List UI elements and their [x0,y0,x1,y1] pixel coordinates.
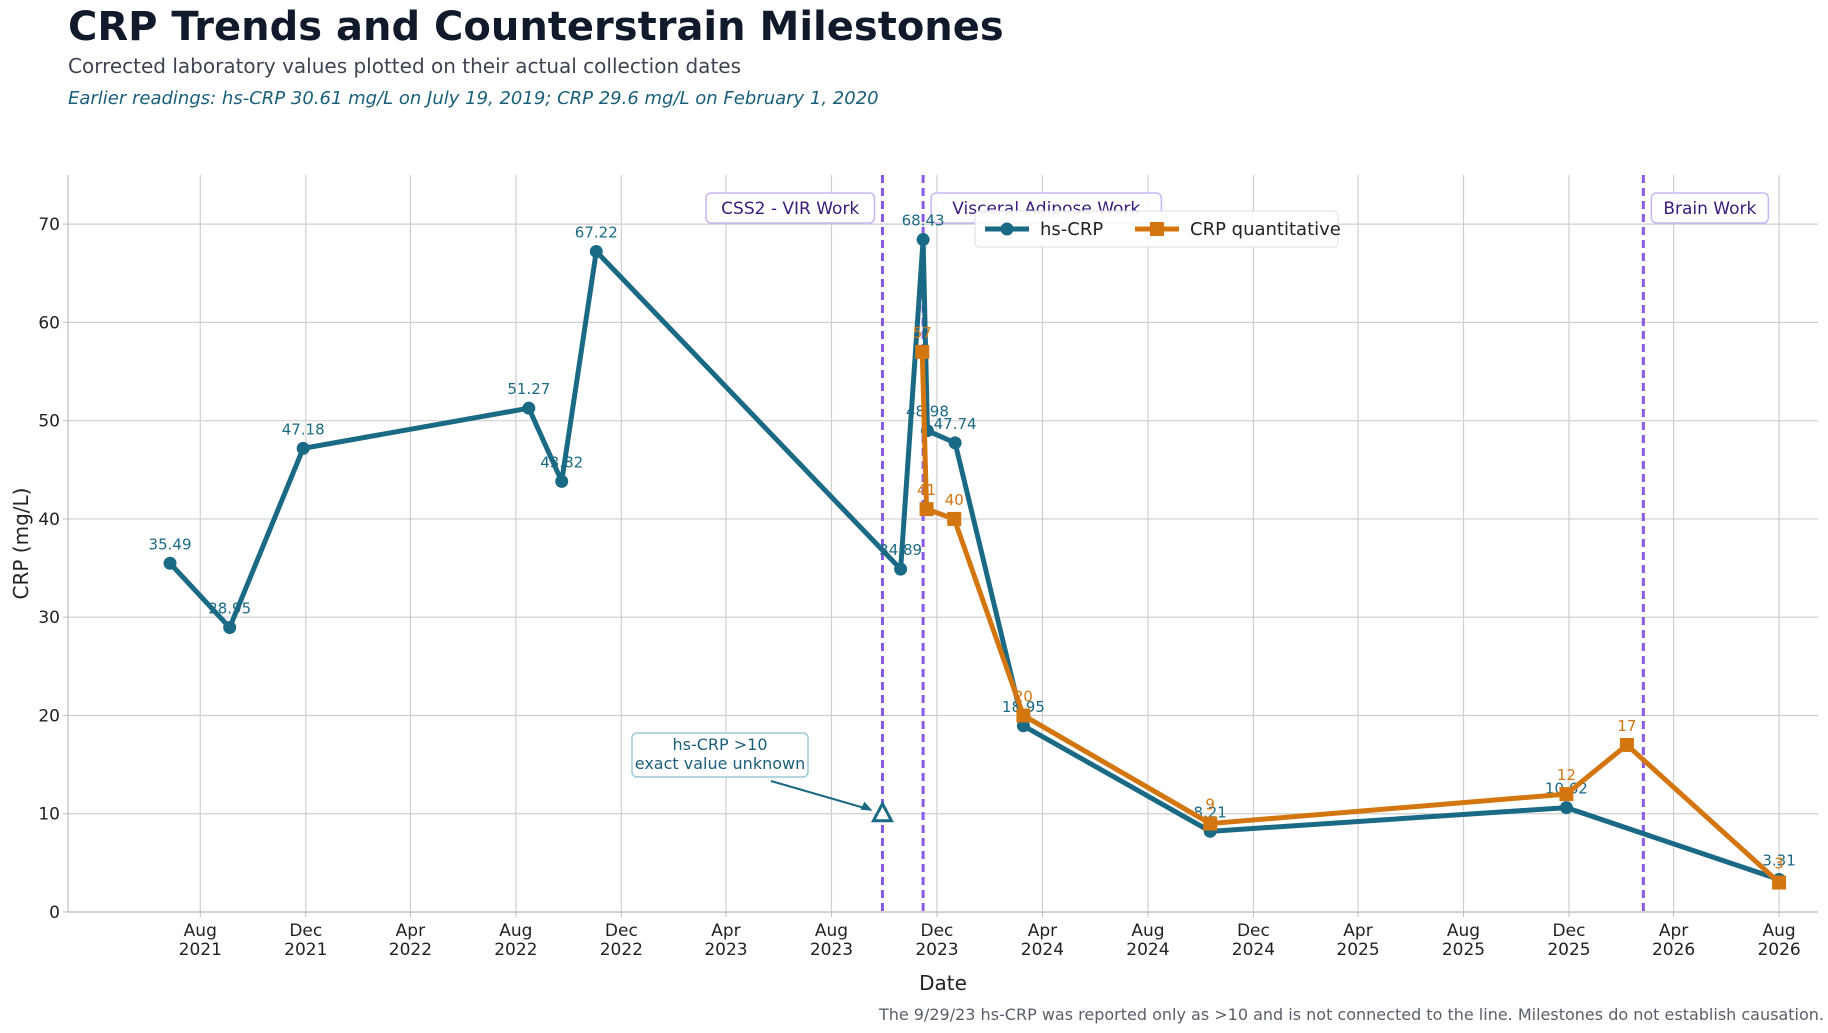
milestone-label: Brain Work [1663,199,1756,219]
x-tick-label: Apr 2023 [704,921,747,960]
data-label: 57 [913,324,932,342]
data-point [894,562,908,576]
x-tick-label: Dec 2023 [915,921,958,960]
unconnected-point-triangle [870,800,894,823]
data-label: 51.27 [507,380,550,398]
data-label: 12 [1557,766,1576,784]
y-tick-label: 30 [38,608,60,628]
data-label: 17 [1617,717,1636,735]
y-tick-label: 70 [38,215,60,235]
milestone-lines: CSS2 - VIR Work Visceral Adipose Work Brai… [705,175,1770,912]
annotation-text: hs-CRP >10 [672,735,767,754]
x-axis-title: Date [919,971,967,995]
annotation-arrowhead [860,801,873,811]
y-axis-title: CRP (mg/L) [9,488,33,600]
data-point [919,502,934,517]
x-tick-label: Apr 2024 [1021,921,1064,960]
x-tick-label: Aug 2025 [1442,921,1485,960]
data-point [522,401,536,415]
data-point [915,344,930,359]
milestone-label-frame [1650,192,1770,224]
x-tick-label: Dec 2022 [600,921,643,960]
series-line [167,237,1782,882]
legend-label: CRP quantitative [1190,219,1341,240]
data-label: 28.95 [208,600,251,618]
series-crp-quantitative: 57 41 40 20 9 12 17 3 [913,324,1787,890]
y-tick-label: 50 [38,412,60,432]
chart-title: CRP Trends and Counterstrain Milestones [68,4,1004,50]
x-tick-label: Dec 2025 [1547,921,1590,960]
data-point [296,441,310,455]
milestone-label-box: Brain Work [1650,192,1770,224]
data-point [916,233,930,247]
data-label: 40 [945,491,964,509]
legend-label: hs-CRP [1040,219,1103,240]
data-point [555,474,569,488]
x-tick-label: Aug 2023 [810,921,853,960]
data-label: 41 [917,481,936,499]
milestone-label-box: CSS2 - VIR Work [705,192,876,224]
data-point [163,556,177,570]
y-tick-label: 20 [38,706,60,726]
x-tick-label: Apr 2026 [1652,921,1695,960]
legend-marker [1150,222,1164,236]
data-point [1016,708,1031,723]
data-label: 43.82 [540,453,583,471]
footnote: The 9/29/23 hs-CRP was reported only as … [878,1005,1824,1024]
x-tick-label: Aug 2021 [179,921,222,960]
data-label: 3.31 [1762,851,1795,869]
data-point [589,244,603,258]
data-label: 67.22 [575,223,618,241]
legend: hs-CRP CRP quantitative [974,210,1341,248]
x-tick-label: Apr 2025 [1336,921,1379,960]
annotation-box [631,732,809,778]
data-point [1203,816,1218,831]
x-tick-label: Dec 2024 [1232,921,1275,960]
y-tick-label: 0 [49,903,60,923]
annotation-text: exact value unknown [635,754,805,773]
chart-subtitle: Corrected laboratory values plotted on t… [68,54,742,78]
data-label: 9 [1205,796,1215,814]
data-label: 34.89 [879,541,922,559]
earlier-readings-note: Earlier readings: hs-CRP 30.61 mg/L on J… [68,88,879,109]
x-tick-label: Apr 2022 [389,921,432,960]
data-point [948,436,962,450]
annotation-arrow [770,780,871,811]
x-tick-label: Aug 2024 [1126,921,1169,960]
data-label: 47.18 [282,420,325,438]
axes: 0 10 20 30 40 50 60 70 Aug 2021 Dec 2021 Apr 2022 Aug 2… [9,175,1818,995]
milestone-label: CSS2 - VIR Work [721,199,859,219]
data-label: 68.43 [902,212,945,230]
y-tick-label: 60 [38,313,60,333]
data-point [947,511,962,526]
data-point [1559,787,1574,802]
data-point [1016,719,1030,733]
data-label: 47.74 [934,415,977,433]
y-tick-label: 40 [38,510,60,530]
x-tick-label: Aug 2022 [494,921,537,960]
legend-marker [1000,222,1014,236]
series-layer: 35.49 28.95 47.18 51.27 43.82 67.22 34.89 68.43… [149,212,1796,890]
data-point [1772,875,1787,890]
data-label: 35.49 [149,535,192,553]
y-tick-label: 10 [38,805,60,825]
data-label: 48.98 [906,403,949,421]
data-label: 20 [1014,687,1033,705]
x-tick-label: Dec 2021 [284,921,327,960]
series-hs-crp: 35.49 28.95 47.18 51.27 43.82 67.22 34.89 68.43… [149,212,1796,886]
x-tick-label: Aug 2026 [1757,921,1800,960]
data-label: 18.95 [1002,698,1045,716]
data-point [1619,737,1634,752]
data-point [223,621,237,635]
milestone-label-frame [705,192,876,224]
data-point [1559,801,1573,815]
gridlines [68,175,1818,913]
data-label: 3 [1774,855,1784,873]
